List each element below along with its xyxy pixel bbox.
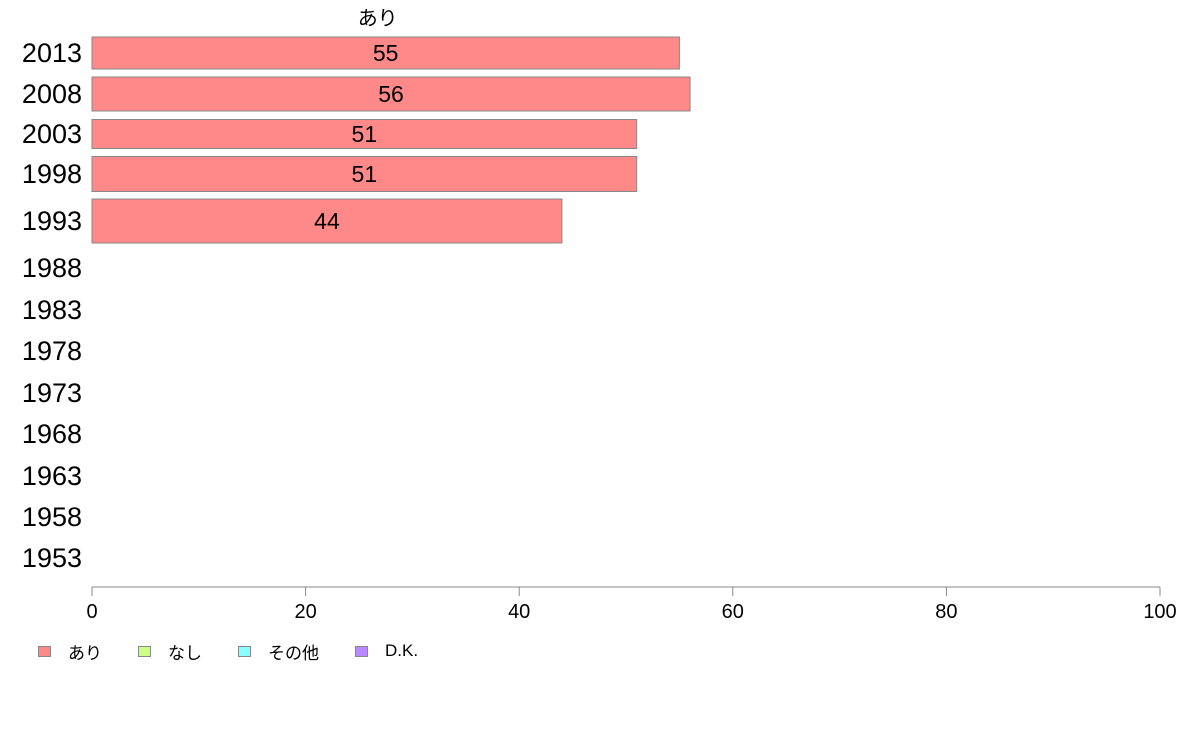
x-tick-label: 0 — [86, 601, 97, 623]
legend-swatch — [138, 645, 151, 657]
y-tick-label: 1988 — [22, 253, 82, 283]
y-tick-label: 2013 — [22, 38, 82, 68]
legend-swatch — [355, 645, 368, 657]
data-label: 55 — [373, 40, 399, 66]
y-tick-label: 2003 — [22, 119, 82, 149]
y-tick-label: 1963 — [22, 461, 82, 491]
legend-swatch — [238, 645, 251, 657]
y-tick-label: 1983 — [22, 295, 82, 325]
bar — [91, 76, 691, 112]
legend-label: あり — [68, 643, 102, 663]
y-tick-label: 1998 — [22, 159, 82, 189]
legend-label: その他 — [268, 643, 319, 663]
x-tick-label: 80 — [935, 601, 957, 623]
x-tick-label: 100 — [1143, 601, 1176, 623]
legend-item: D.K. — [355, 641, 418, 661]
legend-swatch — [38, 645, 51, 657]
legend-item: なし — [138, 639, 202, 664]
data-label: 44 — [314, 208, 340, 234]
legend: あり なし その他 D.K. — [38, 639, 454, 663]
legend-item: その他 — [238, 639, 319, 664]
data-label: 56 — [378, 81, 404, 107]
bar — [91, 198, 563, 244]
y-tick-label: 1953 — [22, 543, 82, 573]
y-tick-label: 1968 — [22, 419, 82, 449]
bar — [91, 156, 638, 192]
bar — [91, 36, 680, 70]
x-tick-label: 40 — [508, 601, 530, 623]
bars — [91, 36, 691, 244]
data-label: 51 — [352, 161, 378, 187]
legend-label: D.K. — [385, 641, 419, 660]
y-tick-label: 1958 — [22, 502, 82, 532]
y-tick-label: 1978 — [22, 336, 82, 366]
bar — [91, 119, 638, 149]
legend-item: あり — [38, 639, 102, 664]
legend-label: なし — [168, 643, 202, 663]
x-tick-label: 60 — [722, 601, 744, 623]
x-tick-label: 20 — [294, 601, 316, 623]
y-tick-label: 1993 — [22, 206, 82, 236]
y-axis-labels: 2013 2008 2003 1998 1993 1988 1983 1978 1973 1968… — [22, 38, 82, 573]
y-tick-label: 2008 — [22, 79, 82, 109]
data-label: 51 — [352, 121, 378, 147]
y-tick-label: 1973 — [22, 378, 82, 408]
series-header-label: あり — [358, 8, 398, 30]
x-axis: 0 20 40 60 80 100 — [86, 586, 1177, 623]
